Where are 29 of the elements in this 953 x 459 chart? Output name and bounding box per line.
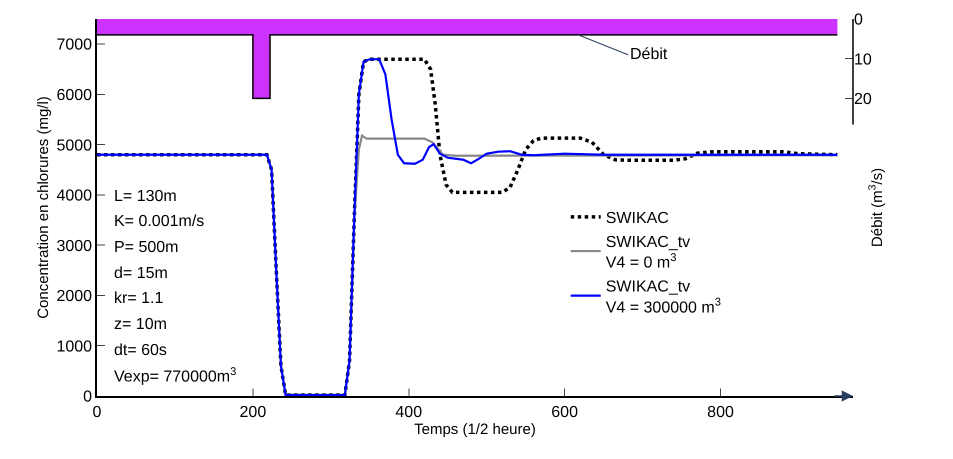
legend-label: SWIKAC_tv V4 = 0 m$^{3}$ bbox=[606, 234, 690, 272]
y-tick-label: 6000 bbox=[56, 87, 92, 104]
y2-tick-label: 0 bbox=[854, 12, 863, 29]
x-tick-label: 200 bbox=[240, 404, 266, 421]
annotation: K= 0.001m/s bbox=[114, 213, 204, 230]
y-tick-label: 4000 bbox=[56, 188, 92, 205]
x-tick-label: 800 bbox=[707, 404, 734, 421]
annotation: z= 10m bbox=[114, 316, 167, 333]
annotation: P= 500m bbox=[114, 239, 178, 256]
legend-label: SWIKAC bbox=[606, 210, 669, 228]
y-tick-label: 5000 bbox=[56, 137, 92, 154]
x-tick-label: 600 bbox=[551, 404, 578, 421]
y2-tick-label: 10 bbox=[854, 51, 872, 68]
series-label: Débit bbox=[630, 46, 668, 63]
legend-label: SWIKAC_tv V4 = 300000 m$^{3}$ bbox=[606, 278, 721, 316]
y2-tick-label: 20 bbox=[854, 90, 872, 108]
y-axis-title: Concentration en chlorures (mg/l) bbox=[35, 96, 52, 319]
annotation: dt= 60s bbox=[114, 342, 167, 359]
x-tick-label: 400 bbox=[395, 404, 422, 421]
y-tick-label: 7000 bbox=[56, 36, 92, 54]
annotation: Vexp= 770000m$^{3}$ bbox=[114, 366, 236, 386]
annotation: d= 15m bbox=[114, 265, 168, 282]
annotation: L= 130m bbox=[114, 188, 177, 205]
x-axis-title: Temps (1/2 heure) bbox=[414, 420, 536, 438]
y-tick-label: 1000 bbox=[56, 338, 92, 356]
annotation: kr= 1.1 bbox=[114, 290, 164, 307]
y-tick-label: 3000 bbox=[56, 238, 92, 255]
y-tick-label: 2000 bbox=[56, 288, 92, 306]
y-tick-label: 0 bbox=[83, 388, 92, 406]
